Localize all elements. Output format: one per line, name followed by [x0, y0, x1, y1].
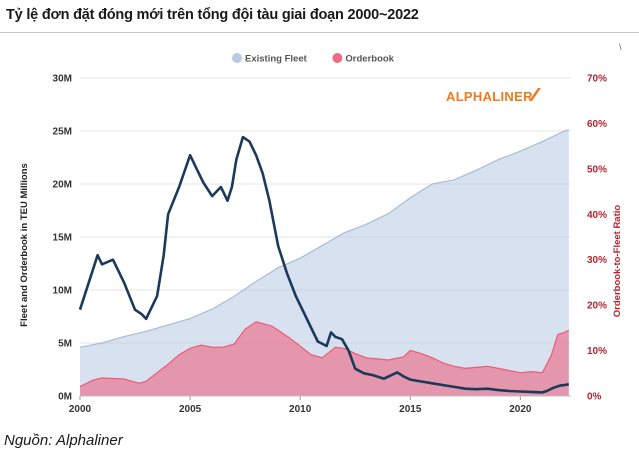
- logo-text: ALPHALINER: [446, 89, 533, 104]
- y-right-tick-label: 30%: [587, 255, 607, 266]
- series-area-existing-fleet: [80, 129, 569, 396]
- y-right-tick-label: 50%: [587, 164, 607, 175]
- y-right-tick-label: 0%: [587, 392, 602, 403]
- series-edge-existing-fleet: [79, 129, 569, 348]
- y-left-tick-label: 15M: [53, 233, 72, 244]
- fleet-orderbook-chart: 2000 2005 2010 2015 2020 0M 5M 10M 15M 20M 25M 30M…: [19, 53, 623, 415]
- right-y-axis: 0% 10% 20% 30% 40% 50% 60% 70% Orderbook-to-Flee…: [587, 74, 623, 403]
- y-left-tick-label: 10M: [53, 286, 72, 297]
- y-right-tick-label: 40%: [587, 210, 607, 221]
- y-left-tick-label: 5M: [58, 339, 72, 350]
- y-right-tick-label: 20%: [587, 301, 607, 312]
- legend: Existing Fleet Orderbook: [232, 53, 395, 65]
- y-left-tick-label: 20M: [53, 180, 72, 191]
- legend-label[interactable]: Existing Fleet: [245, 54, 308, 65]
- left-y-axis: 0M 5M 10M 15M 20M 25M 30M Fleet and Orderbook i…: [19, 74, 72, 403]
- title-divider: [0, 32, 639, 33]
- x-tick-label: 2010: [289, 404, 312, 415]
- y-left-tick-label: 30M: [53, 74, 72, 85]
- corner-mark: \: [619, 42, 622, 52]
- y-right-axis-title: Orderbook-to-Fleet Ratio: [612, 205, 623, 318]
- y-right-tick-label: 70%: [587, 74, 607, 85]
- x-tick-label: 2000: [69, 404, 92, 415]
- legend-marker: [232, 53, 242, 63]
- y-right-tick-label: 60%: [587, 119, 607, 130]
- y-left-axis-title: Fleet and Orderbook in TEU Millions: [19, 163, 30, 327]
- x-tick-label: 2020: [509, 404, 532, 415]
- area-series: [79, 129, 570, 396]
- series-edge-orderbook: [79, 321, 570, 388]
- source-note: Nguồn: Alphaliner: [4, 432, 123, 449]
- line-series: [78, 135, 570, 394]
- y-left-tick-label: 0M: [58, 392, 72, 403]
- legend-marker: [332, 53, 343, 63]
- legend-label[interactable]: Orderbook: [345, 54, 394, 65]
- x-axis: 2000 2005 2010 2015 2020: [69, 395, 571, 415]
- page-title: Tỷ lệ đơn đặt đóng mới trên tổng đội tàu…: [6, 7, 419, 23]
- x-tick-label: 2005: [179, 404, 202, 415]
- logo-slash: [529, 88, 541, 101]
- y-right-tick-label: 10%: [587, 346, 607, 357]
- y-left-tick-label: 25M: [53, 127, 72, 138]
- series-line-orderbook-to-fleet-ratio: [78, 135, 570, 394]
- series-area-orderbook: [80, 321, 569, 396]
- x-tick-label: 2015: [399, 404, 422, 415]
- alphaliner-logo: ALPHALINER: [446, 88, 541, 104]
